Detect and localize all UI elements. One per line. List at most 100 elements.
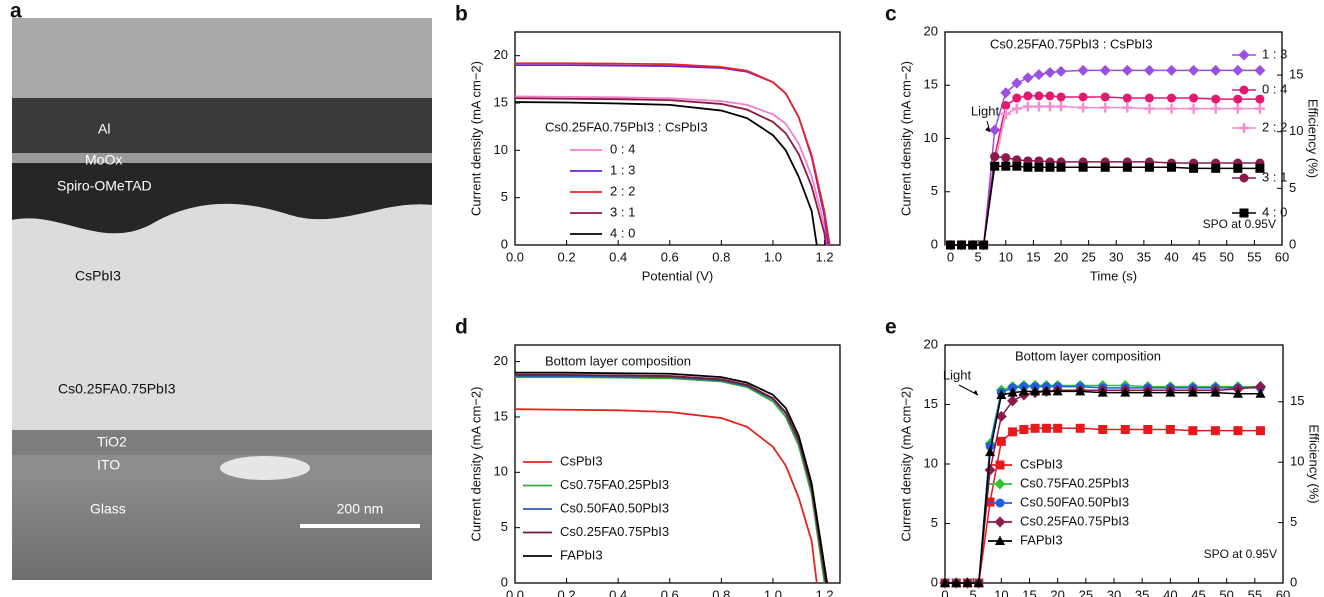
y-tick-label: 10 [494, 464, 508, 479]
x-tick-label: 35 [1137, 249, 1151, 264]
marker [1188, 426, 1198, 436]
marker [1012, 161, 1022, 171]
legend-label: 2 : 2 [610, 183, 635, 198]
marker [1121, 64, 1133, 76]
x-tick-label: 0.8 [712, 249, 730, 264]
marker [1041, 385, 1052, 396]
marker [1000, 87, 1012, 99]
marker [1045, 91, 1055, 101]
y-tick-label: 0 [501, 236, 508, 251]
panel-label: a [10, 0, 22, 23]
marker [1053, 423, 1063, 433]
x-tick-label: 15 [1022, 587, 1036, 597]
marker [1238, 49, 1250, 61]
marker [979, 240, 989, 250]
marker [1254, 64, 1266, 76]
layer-label: Spiro-OMeTAD [57, 178, 152, 194]
marker [1044, 66, 1056, 78]
x-tick-label: 55 [1248, 587, 1262, 597]
x-tick-label: 0.0 [506, 249, 524, 264]
marker [1120, 387, 1131, 397]
marker [1143, 64, 1155, 76]
y-tick-label: 15 [924, 77, 938, 92]
x-axis-label: Time (s) [1090, 268, 1137, 283]
y-axis-label: Current density (mA cm−2) [468, 387, 483, 542]
marker [1211, 94, 1221, 104]
marker [1144, 162, 1154, 172]
marker [1075, 423, 1085, 433]
marker [1144, 103, 1155, 114]
legend-label: 1 : 3 [1262, 46, 1287, 61]
x-tick-label: 30 [1107, 587, 1121, 597]
y-tick-label: 15 [494, 408, 508, 423]
marker [962, 577, 973, 587]
series-line [514, 97, 827, 246]
y-tick-label: 10 [494, 142, 508, 157]
marker [1100, 92, 1110, 102]
marker [1077, 64, 1089, 76]
marker [1097, 387, 1108, 397]
marker [996, 436, 1006, 446]
plot-frame [944, 31, 1283, 246]
marker [994, 516, 1006, 528]
plot-frame [514, 344, 841, 584]
x-tick-label: 55 [1247, 249, 1261, 264]
x-tick-label: 60 [1275, 249, 1289, 264]
legend-label: FAPbI3 [1020, 532, 1063, 547]
marker [1143, 424, 1153, 434]
marker [995, 460, 1005, 470]
marker [1041, 423, 1051, 433]
y-tick-label: 20 [924, 23, 938, 38]
marker [946, 240, 956, 250]
marker [1011, 103, 1022, 114]
legend-label: Cs0.75FA0.25PbI3 [1020, 475, 1129, 490]
marker [985, 497, 995, 507]
marker [1078, 102, 1089, 113]
glass-layer [12, 480, 432, 580]
marker [995, 410, 1007, 422]
marker [1098, 424, 1108, 434]
y-tick-label: 15 [924, 396, 938, 411]
legend-title: Cs0.25FA0.75PbI3 : CsPbI3 [990, 36, 1153, 51]
marker [1166, 64, 1178, 76]
legend-label: CsPbI3 [560, 453, 603, 468]
y-tick-label: 5 [931, 515, 938, 530]
panel-label: e [885, 316, 897, 339]
marker [1030, 423, 1040, 433]
legend-label: 4 : 0 [1262, 204, 1287, 219]
series-line [514, 408, 818, 584]
marker [968, 240, 978, 250]
arrow-head [973, 390, 978, 395]
marker [1033, 69, 1045, 81]
x-tick-label: 1.0 [764, 249, 782, 264]
y2-axis-label: Efficiency (%) [1306, 99, 1321, 178]
layer-label: CsPbI3 [75, 268, 121, 284]
legend-label: 4 : 0 [610, 225, 635, 240]
y2-tick-label: 15 [1289, 66, 1303, 81]
legend-label: 3 : 1 [1262, 169, 1287, 184]
y2-tick-label: 5 [1290, 514, 1297, 529]
layer-label: TiO2 [97, 434, 127, 450]
layer-label: MoOx [85, 152, 122, 168]
marker [994, 478, 1006, 490]
y-axis-label: Current density (mA cm−2) [468, 61, 483, 216]
tio2-layer [12, 430, 432, 455]
spiro-layer [12, 163, 432, 234]
marker [1078, 92, 1088, 102]
marker [1122, 162, 1132, 172]
x-tick-label: 20 [1050, 587, 1064, 597]
note: SPO at 0.95V [1203, 217, 1276, 231]
marker [1239, 123, 1249, 133]
marker [1210, 64, 1222, 76]
marker [1122, 102, 1133, 113]
marker [1056, 101, 1067, 112]
marker [1211, 163, 1221, 173]
marker [1033, 101, 1044, 112]
marker [1239, 173, 1249, 183]
marker [1210, 426, 1220, 436]
marker [1254, 381, 1266, 393]
marker [1022, 101, 1033, 112]
marker [1232, 388, 1243, 398]
marker [996, 389, 1007, 399]
